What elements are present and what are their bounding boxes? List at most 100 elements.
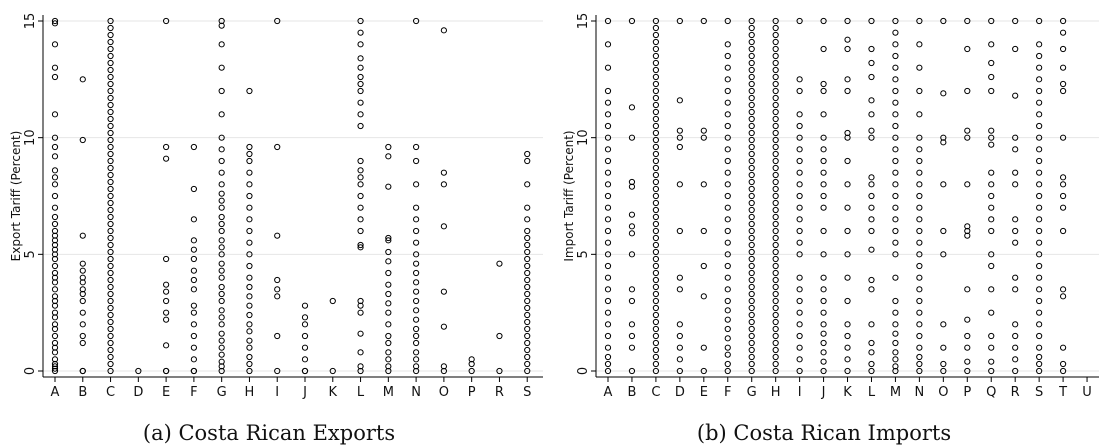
- data-point: [51, 64, 59, 71]
- data-point: [772, 178, 779, 186]
- data-point: [385, 248, 392, 256]
- data-point: [246, 169, 253, 176]
- data-point: [724, 87, 731, 95]
- x-tick-label: H: [771, 385, 781, 400]
- data-point: [844, 129, 851, 137]
- x-tick-label: F: [190, 385, 197, 400]
- data-point: [413, 339, 420, 347]
- data-point: [218, 274, 225, 281]
- data-point: [892, 87, 899, 95]
- data-point: [604, 297, 612, 305]
- data-point: [868, 227, 875, 235]
- data-point: [524, 318, 531, 326]
- data-point: [357, 302, 364, 309]
- x-tick-label: G: [217, 385, 227, 400]
- x-tick-label: I: [798, 385, 802, 400]
- data-point: [385, 356, 392, 363]
- data-point: [218, 330, 225, 337]
- data-point: [246, 360, 253, 368]
- data-point: [700, 344, 707, 351]
- data-point: [79, 309, 86, 316]
- data-point: [107, 171, 114, 179]
- data-point: [604, 192, 612, 200]
- data-point: [844, 227, 851, 235]
- data-point: [107, 136, 114, 144]
- data-point: [652, 283, 660, 291]
- data-point: [628, 134, 636, 141]
- data-point: [357, 204, 364, 211]
- data-point: [796, 181, 803, 188]
- data-point: [1036, 146, 1043, 153]
- data-point: [163, 155, 170, 162]
- data-point: [796, 286, 803, 293]
- data-point: [988, 309, 995, 316]
- data-point: [357, 122, 364, 130]
- data-point: [940, 227, 947, 235]
- data-point: [413, 17, 420, 25]
- data-point: [218, 237, 225, 244]
- x-tick-label: L: [868, 385, 876, 400]
- data-point: [246, 181, 253, 188]
- data-point: [748, 101, 755, 109]
- data-point: [652, 199, 660, 207]
- data-point: [796, 356, 803, 363]
- data-point: [1059, 17, 1067, 25]
- data-point: [772, 248, 779, 256]
- data-point: [652, 38, 660, 46]
- data-point: [772, 157, 779, 165]
- data-point: [274, 293, 281, 300]
- data-point: [964, 87, 971, 95]
- data-point: [163, 367, 170, 375]
- data-point: [218, 251, 225, 258]
- data-point: [218, 321, 225, 328]
- data-point: [868, 192, 875, 200]
- data-point: [246, 150, 253, 158]
- data-point: [218, 41, 225, 48]
- data-point: [107, 115, 114, 123]
- data-point: [604, 332, 612, 340]
- data-point: [868, 367, 875, 375]
- data-point: [51, 237, 59, 244]
- data-point: [772, 325, 779, 333]
- data-point: [524, 346, 531, 354]
- data-point: [190, 286, 197, 293]
- data-point: [1036, 297, 1043, 305]
- data-point: [940, 367, 947, 375]
- data-point: [772, 241, 779, 249]
- data-point: [524, 290, 531, 298]
- data-point: [940, 17, 947, 25]
- data-point: [796, 227, 803, 235]
- data-point: [748, 73, 755, 81]
- data-point: [916, 87, 923, 95]
- data-point: [107, 360, 114, 368]
- data-point: [916, 204, 923, 211]
- data-point: [107, 269, 114, 277]
- data-point: [1059, 286, 1067, 293]
- data-point: [79, 290, 86, 298]
- data-point: [772, 129, 779, 137]
- data-point: [246, 227, 253, 235]
- data-point: [163, 281, 170, 288]
- data-point: [218, 87, 225, 95]
- data-point: [524, 204, 531, 211]
- data-point: [357, 73, 364, 81]
- data-point: [246, 283, 253, 291]
- data-point: [107, 283, 114, 291]
- data-point: [385, 234, 392, 242]
- data-point: [724, 99, 731, 106]
- data-point: [524, 248, 531, 256]
- data-point: [107, 185, 114, 193]
- x-tick-label: S: [523, 385, 531, 400]
- data-point: [988, 141, 995, 148]
- data-point: [79, 286, 86, 293]
- x-tick-label: E: [162, 385, 170, 400]
- data-point: [628, 104, 636, 111]
- data-point: [916, 64, 923, 71]
- data-point: [748, 80, 755, 88]
- data-point: [107, 24, 114, 32]
- data-point: [107, 220, 114, 228]
- data-point: [916, 286, 923, 293]
- data-point: [748, 38, 755, 46]
- data-point: [772, 262, 779, 270]
- data-point: [51, 192, 59, 200]
